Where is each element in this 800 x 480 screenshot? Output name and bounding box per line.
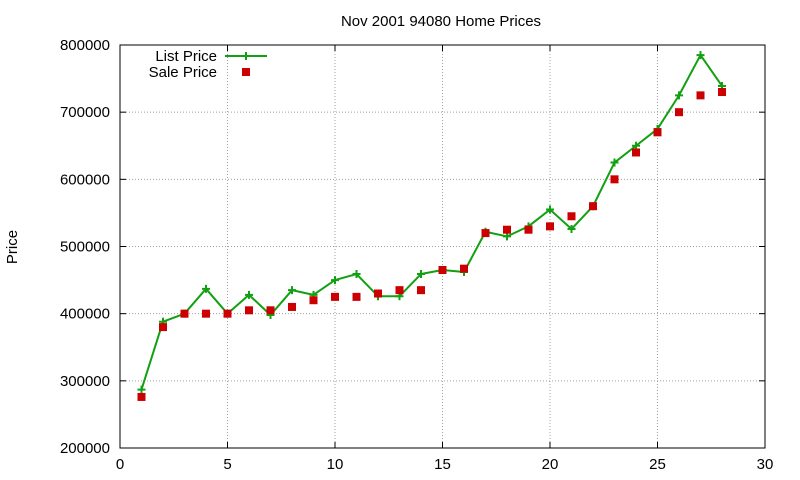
- list-price-point: [352, 270, 361, 279]
- list-price-point: [632, 141, 640, 150]
- x-tick-label: 5: [223, 456, 231, 473]
- y-tick-label: 300000: [60, 373, 110, 390]
- sale-price-point: [610, 175, 619, 184]
- list-price-point: [137, 385, 146, 394]
- x-tick-label: 30: [757, 456, 774, 473]
- list-price-point: [331, 276, 339, 285]
- list-price-point: [675, 91, 683, 100]
- list-price-point: [417, 270, 425, 279]
- sale-price-point: [632, 148, 640, 157]
- list-price-point: [202, 284, 210, 293]
- sale-price-point: [460, 264, 468, 273]
- list-price-point: [696, 51, 705, 60]
- sale-price-point: [266, 306, 275, 315]
- x-tick-label: 20: [542, 456, 559, 473]
- axis-ticks: 0 5 10 15 20 25 30 200000 300000 400000 500000 6000…: [60, 37, 773, 473]
- y-tick-label: 200000: [60, 440, 110, 457]
- list-price-point: [245, 290, 253, 299]
- sale-price-point: [653, 128, 662, 137]
- sale-price-point: [696, 91, 705, 100]
- y-tick-label: 800000: [60, 37, 110, 54]
- x-tick-label: 15: [434, 456, 451, 473]
- y-tick-label: 700000: [60, 104, 110, 121]
- y-tick-label: 500000: [60, 239, 110, 256]
- legend-marker-sale-price: [242, 68, 250, 76]
- list-price-point: [546, 205, 554, 214]
- legend-label-list-price: List Price: [155, 48, 217, 65]
- list-price-point: [288, 286, 296, 295]
- sale-price-point: [374, 289, 382, 298]
- sale-price-point: [309, 296, 318, 305]
- sale-price-point: [180, 309, 189, 318]
- sale-price-point: [137, 392, 146, 401]
- sale-price-point: [417, 286, 425, 295]
- sale-price-point: [159, 323, 167, 332]
- sale-price-point: [718, 88, 726, 97]
- series-line-list-price: [140, 54, 723, 390]
- plot-series: [137, 51, 726, 401]
- y-axis-label: Price: [4, 230, 21, 264]
- sale-price-point: [331, 292, 339, 301]
- sale-price-point: [202, 309, 210, 318]
- x-tick-label: 0: [116, 456, 124, 473]
- plot-frame: [119, 44, 766, 449]
- sale-price-point: [524, 225, 533, 234]
- sale-price-point: [245, 306, 253, 315]
- sale-price-point: [675, 108, 683, 117]
- y-tick-label: 600000: [60, 171, 110, 188]
- x-tick-label: 10: [327, 456, 344, 473]
- sale-price-point: [503, 225, 511, 234]
- list-price-point: [567, 225, 576, 234]
- list-price-point: [503, 232, 511, 241]
- legend-marker-list-price: [242, 52, 250, 60]
- sale-price-point: [223, 309, 232, 318]
- grid: [120, 45, 765, 448]
- sale-price-point: [438, 266, 447, 275]
- y-tick-label: 400000: [60, 306, 110, 323]
- x-tick-label: 25: [649, 456, 666, 473]
- list-price-point: [610, 158, 619, 167]
- legend-label-sale-price: Sale Price: [149, 64, 217, 81]
- sale-price-point: [352, 292, 361, 301]
- sale-price-point: [481, 229, 490, 238]
- sale-price-point: [288, 302, 296, 311]
- sale-price-point: [567, 212, 576, 221]
- sale-price-point: [546, 222, 554, 231]
- sale-price-point: [395, 286, 404, 295]
- chart-title: Nov 2001 94080 Home Prices: [341, 13, 541, 30]
- sale-price-point: [589, 202, 597, 211]
